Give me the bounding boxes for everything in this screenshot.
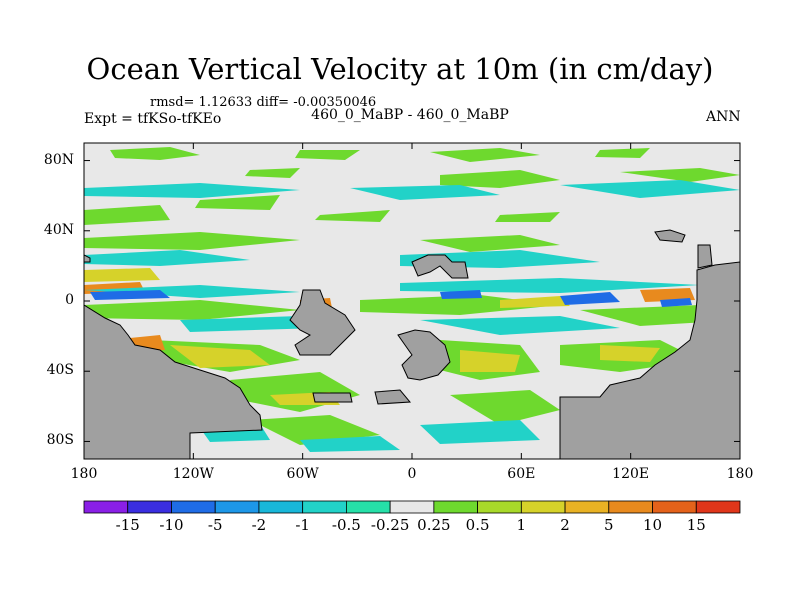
colorbar-label: 2 — [560, 516, 570, 534]
colorbar-swatch — [608, 500, 653, 514]
colorbar-label: 0.5 — [465, 516, 490, 534]
colorbar-label: -0.5 — [331, 516, 361, 534]
y-tick-label: 80S — [46, 432, 74, 449]
x-tick-label: 60W — [286, 466, 319, 482]
colorbar-swatch — [127, 500, 172, 514]
y-tick-label: 40N — [43, 221, 74, 238]
season-label: ANN — [706, 109, 741, 125]
colorbar-swatch — [171, 500, 216, 514]
y-tick-label: 80N — [43, 151, 74, 168]
axis-ticks — [83, 143, 741, 459]
strong-negative-patches — [90, 290, 692, 307]
colorbar-swatch — [477, 500, 522, 514]
stats-label: rmsd= 1.12633 diff= -0.00350046 — [150, 95, 377, 110]
map-field — [84, 143, 740, 459]
land-masses — [84, 229, 740, 459]
y-tick-label: 40S — [46, 362, 74, 379]
colorbar-label: -10 — [159, 516, 184, 534]
colorbar-swatch — [258, 500, 304, 514]
x-tick-label: 0 — [407, 466, 417, 482]
colorbar-label: 5 — [604, 516, 614, 534]
colorbar-swatch — [652, 500, 697, 514]
colorbar — [83, 500, 741, 514]
colorbar-swatch — [214, 500, 260, 514]
colorbar-swatch — [520, 500, 566, 514]
colorbar-swatch — [433, 500, 479, 514]
y-tick-label: 0 — [65, 292, 74, 308]
x-tick-label: 180 — [726, 466, 754, 482]
colorbar-label: 0.25 — [417, 516, 451, 534]
x-tick-label: 180 — [70, 466, 98, 482]
colorbar-swatch — [345, 500, 391, 514]
colorbar-label: -5 — [207, 516, 223, 534]
colorbar-swatch — [695, 500, 741, 514]
colorbar-label: 15 — [686, 516, 706, 534]
colorbar-label: -1 — [295, 516, 310, 534]
colorbar-label: 10 — [642, 516, 663, 534]
colorbar-label: -0.25 — [370, 516, 410, 534]
colorbar-label: -15 — [115, 516, 140, 534]
colorbar-swatch — [564, 500, 610, 514]
x-tick-label: 120W — [172, 466, 214, 482]
x-tick-label: 120E — [612, 466, 650, 482]
experiment-label: Expt = tfKSo-tfKEo — [84, 111, 222, 127]
colorbar-swatch — [83, 500, 129, 514]
map-title: Ocean Vertical Velocity at 10m (in cm/da… — [86, 52, 714, 86]
colorbar-swatch — [389, 500, 435, 514]
colorbar-swatch — [302, 500, 347, 514]
colorbar-label: 1 — [516, 516, 527, 534]
x-tick-label: 60E — [507, 466, 536, 482]
period-label: 460_0_MaBP - 460_0_MaBP — [311, 107, 509, 123]
colorbar-label: -2 — [251, 516, 267, 534]
